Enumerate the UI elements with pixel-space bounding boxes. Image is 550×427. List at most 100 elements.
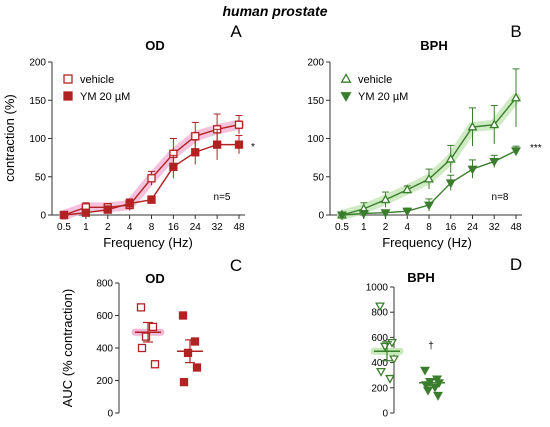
x-tick-label: 8 (426, 222, 432, 233)
x-tick-label: 4 (127, 222, 133, 233)
panel-title: OD (145, 271, 165, 286)
x-tick-label: 2 (105, 222, 111, 233)
figure-title: human prostate (222, 3, 327, 19)
x-tick-label: 32 (489, 222, 501, 233)
data-point (380, 209, 391, 219)
data-point (191, 148, 200, 157)
x-tick-label: 0.5 (335, 222, 349, 233)
data-point (511, 92, 521, 102)
x-tick-label: 48 (510, 222, 522, 233)
x-tick-label: 1 (361, 222, 367, 233)
data-point (375, 302, 385, 312)
data-point (376, 367, 386, 377)
y-tick-label: 600 (96, 311, 113, 322)
data-point (81, 208, 91, 217)
data-point (423, 386, 433, 396)
y-tick-label: 200 (371, 383, 388, 394)
data-point (511, 147, 521, 157)
y-tick-label: 0 (318, 211, 324, 222)
y-tick-label: 0 (382, 409, 388, 420)
n-label: n=5 (214, 192, 231, 203)
n-label: n=8 (492, 192, 509, 203)
data-point (212, 140, 222, 149)
data-point (358, 210, 369, 219)
series-line (341, 97, 517, 216)
legend-label: YM 20 µM (358, 91, 408, 103)
y-axis-label: contraction (%) (2, 94, 17, 181)
x-tick-label: 24 (467, 222, 479, 233)
panel-title: BPH (420, 38, 447, 53)
y-tick-label: 100 (29, 134, 46, 145)
group-ym (419, 366, 445, 401)
data-point (467, 165, 478, 175)
legend-marker (340, 92, 352, 102)
series-ym (59, 128, 244, 220)
panel-label: C (230, 256, 242, 275)
data-point (380, 194, 391, 204)
data-point (125, 199, 134, 208)
group-vehicle (370, 302, 404, 384)
annotation-label: † (428, 341, 434, 352)
x-tick-label: 8 (149, 222, 155, 233)
legend-marker (340, 73, 352, 83)
data-point (190, 337, 200, 346)
data-point (467, 121, 478, 131)
data-point (178, 311, 188, 320)
y-tick-label: 150 (307, 96, 324, 107)
data-point (402, 184, 413, 194)
data-point (191, 132, 200, 141)
data-point (183, 348, 193, 358)
data-point (489, 157, 500, 167)
y-tick-label: 200 (307, 58, 324, 69)
legend-marker (63, 91, 73, 101)
group-vehicle (131, 303, 165, 369)
data-point (103, 205, 112, 214)
y-tick-label: 1000 (366, 283, 389, 294)
y-tick-label: 50 (313, 172, 325, 183)
legend-label: YM 20 µM (80, 91, 130, 103)
data-point (234, 140, 244, 149)
legend-marker (63, 74, 73, 84)
data-point (59, 210, 69, 220)
x-tick-label: 48 (233, 222, 245, 233)
data-point (385, 374, 395, 384)
data-point (147, 174, 156, 183)
data-point (150, 360, 160, 369)
data-point (337, 211, 347, 221)
x-tick-label: 0.5 (57, 222, 71, 233)
x-axis-label: Frequency (Hz) (382, 235, 472, 250)
x-tick-label: 16 (445, 222, 457, 233)
x-axis-label: Frequency (Hz) (103, 235, 193, 250)
vehicle-halo (337, 92, 521, 220)
x-tick-label: 16 (168, 222, 180, 233)
y-tick-label: 150 (29, 96, 46, 107)
y-tick-label: 200 (96, 376, 113, 387)
data-point (192, 363, 202, 372)
y-tick-label: 0 (40, 211, 46, 222)
y-axis-label: AUC (% contraction) (60, 289, 75, 407)
data-point (234, 120, 244, 129)
y-tick-label: 400 (96, 344, 113, 355)
y-tick-label: 50 (35, 172, 47, 183)
data-point (137, 343, 147, 353)
data-point (445, 179, 456, 189)
data-point (433, 391, 443, 401)
data-point (420, 366, 430, 376)
x-tick-label: 1 (83, 222, 89, 233)
significance-label: * (251, 142, 255, 153)
data-point (421, 381, 431, 390)
panel-title: OD (145, 38, 165, 53)
legend-label: vehicle (80, 74, 114, 86)
data-point (424, 201, 434, 211)
significance-label: *** (530, 143, 542, 154)
y-tick-label: 800 (96, 279, 113, 290)
x-tick-label: 32 (212, 222, 224, 233)
x-tick-label: 24 (190, 222, 202, 233)
data-point (141, 332, 151, 341)
panel-C: 0 200 400 600 800 AUC (% contraction) OD C (60, 256, 242, 420)
panel-label: B (510, 22, 521, 41)
y-tick-label: 800 (371, 308, 388, 319)
group-ym (177, 311, 203, 387)
panel-label: D (510, 255, 522, 274)
